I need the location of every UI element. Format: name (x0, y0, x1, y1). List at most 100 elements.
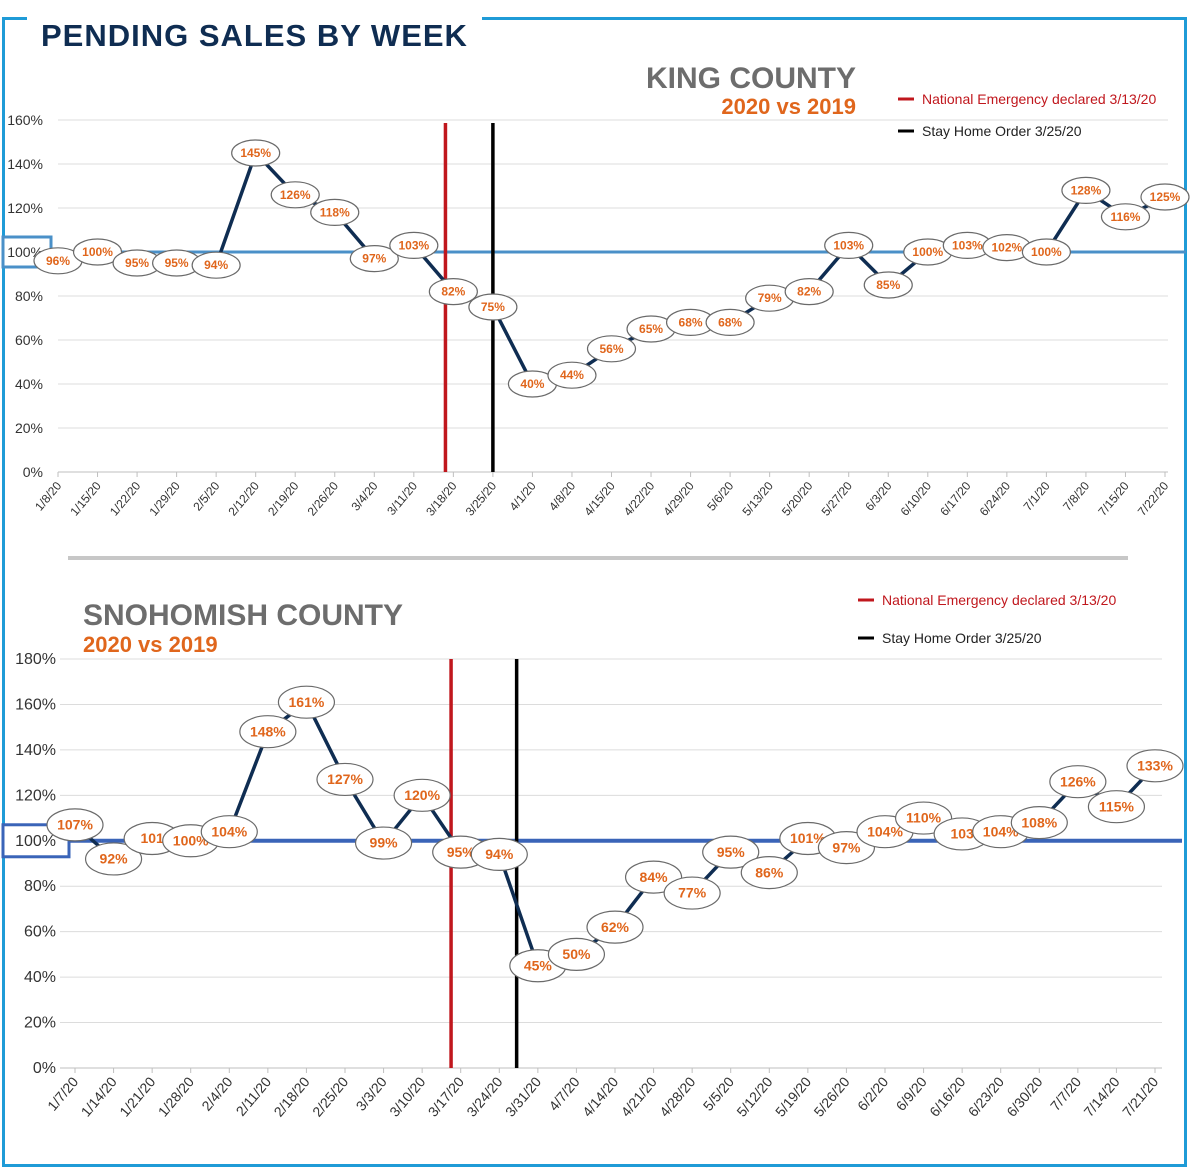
snoh-data-label: 108% (1021, 814, 1057, 830)
king-data-label: 82% (441, 285, 465, 299)
king-data-label: 128% (1071, 183, 1102, 197)
king-y-tick-label: 60% (15, 332, 43, 348)
king-legend-stay-home-label: Stay Home Order 3/25/20 (922, 123, 1082, 139)
king-data-point (784, 278, 834, 306)
king-x-tick-label: 3/4/20 (348, 479, 380, 514)
king-data-point (547, 361, 597, 389)
snoh-data-label: 99% (370, 835, 399, 851)
king-data-label: 118% (320, 205, 350, 219)
king-x-tick-label: 4/29/20 (660, 479, 697, 519)
king-x-tick-label: 5/6/20 (704, 479, 736, 514)
king-x-tick-label: 6/17/20 (937, 479, 974, 519)
snoh-x-tick-label: 5/19/20 (772, 1073, 814, 1119)
king-data-label: 125% (1150, 190, 1181, 204)
snoh-data-point (393, 778, 451, 812)
king-data-point (1140, 183, 1190, 211)
king-x-tick-label: 6/24/20 (977, 479, 1014, 519)
king-x-tick-label: 5/27/20 (819, 479, 856, 519)
king-y-tick-label: 20% (15, 420, 43, 436)
king-data-point (428, 278, 478, 306)
king-data-point (270, 181, 320, 209)
king-x-tick-label: 5/13/20 (739, 479, 776, 519)
king-data-label: 68% (718, 315, 742, 329)
king-data-point (1021, 238, 1071, 266)
king-data-label: 96% (46, 254, 70, 268)
king-data-point (824, 231, 874, 259)
king-x-tick-label: 6/3/20 (862, 479, 894, 514)
king-data-label: 145% (240, 146, 271, 160)
snoh-x-tick-label: 6/9/20 (893, 1073, 930, 1113)
king-x-tick-label: 2/26/20 (305, 479, 342, 519)
king-x-tick-label: 3/18/20 (423, 479, 460, 519)
snoh-county-subtitle: 2020 vs 2019 (83, 632, 218, 657)
king-x-tick-label: 1/8/20 (32, 479, 64, 514)
king-data-label: 100% (1031, 245, 1062, 259)
king-data-label: 100% (912, 245, 943, 259)
king-x-tick-label: 4/15/20 (581, 479, 618, 519)
snoh-data-point (84, 842, 143, 876)
king-data-point (705, 308, 755, 336)
snoh-x-tick-label: 2/4/20 (198, 1073, 235, 1113)
king-x-tick-label: 7/22/20 (1135, 479, 1172, 519)
snoh-x-tick-label: 5/26/20 (810, 1073, 852, 1119)
snoh-data-point (740, 855, 798, 890)
snoh-data-label: 101% (790, 830, 826, 846)
king-x-tick-label: 3/25/20 (463, 479, 500, 519)
king-x-tick-label: 1/15/20 (67, 479, 104, 519)
king-x-tick-label: 4/22/20 (621, 479, 658, 519)
snoh-data-label: 126% (1060, 773, 1096, 789)
snoh-data-point (46, 808, 104, 842)
king-y-tick-label: 140% (7, 156, 43, 172)
king-data-point (1061, 176, 1111, 204)
king-x-tick-label: 4/8/20 (546, 479, 578, 514)
snoh-x-tick-label: 2/18/20 (270, 1073, 312, 1119)
snoh-x-tick-label: 6/30/20 (1003, 1073, 1045, 1119)
snoh-county-title: SNOHOMISH COUNTY (83, 599, 403, 632)
king-data-label: 79% (758, 291, 782, 305)
king-baseline-label: 100% (7, 244, 43, 260)
snoh-data-label: 84% (640, 869, 669, 885)
snoh-x-tick-label: 7/21/20 (1119, 1073, 1161, 1119)
king-data-label: 103% (952, 238, 983, 252)
snoh-y-tick-label: 80% (24, 878, 56, 895)
king-data-point (310, 198, 360, 226)
king-data-label: 103% (833, 238, 864, 252)
king-y-tick-label: 120% (7, 200, 43, 216)
snoh-y-tick-label: 60% (24, 924, 56, 941)
king-y-tick-label: 0% (23, 464, 43, 480)
snoh-data-label: 45% (524, 957, 553, 973)
king-x-tick-label: 6/10/20 (898, 479, 935, 519)
king-data-label: 44% (560, 368, 584, 382)
king-x-tick-label: 1/22/20 (107, 479, 144, 519)
king-data-point (468, 293, 518, 321)
snoh-x-tick-label: 7/14/20 (1080, 1073, 1122, 1119)
snoh-x-tick-label: 6/2/20 (854, 1073, 891, 1113)
snoh-data-label: 133% (1137, 757, 1173, 773)
snoh-legend-emergency-label: National Emergency declared 3/13/20 (882, 592, 1116, 608)
king-data-label: 56% (599, 342, 623, 356)
snoh-data-label: 100% (173, 832, 209, 848)
snoh-data-label: 148% (250, 723, 286, 739)
snoh-y-tick-label: 140% (15, 742, 56, 759)
king-y-tick-label: 160% (7, 112, 43, 128)
king-data-label: 85% (876, 278, 900, 292)
snoh-x-tick-label: 6/16/20 (926, 1073, 968, 1119)
king-data-point (231, 139, 281, 167)
king-x-tick-label: 7/15/20 (1095, 479, 1132, 519)
king-data-point (191, 251, 241, 279)
king-data-point (586, 335, 637, 363)
panel-divider (68, 556, 1128, 560)
snoh-x-tick-label: 2/11/20 (233, 1073, 275, 1118)
snoh-data-label: 110% (906, 810, 942, 826)
snoh-data-label: 62% (601, 919, 630, 935)
snoh-data-label: 86% (755, 864, 784, 880)
king-data-label: 126% (280, 188, 311, 202)
figure-frame: PENDING SALES BY WEEK (2, 14, 1187, 1167)
snoh-data-point (1126, 749, 1184, 783)
king-data-label: 97% (362, 252, 386, 266)
snoh-x-tick-label: 1/7/20 (44, 1073, 81, 1113)
snoh-data-point (1049, 765, 1107, 799)
snohomish-county-chart: 0% 20% 40% 60% 80% 100% 120% 140% 160% 180% 1/7/20… (1, 592, 1184, 1120)
snoh-x-tick-label: 3/17/20 (425, 1073, 467, 1119)
snoh-data-point (1010, 806, 1068, 840)
